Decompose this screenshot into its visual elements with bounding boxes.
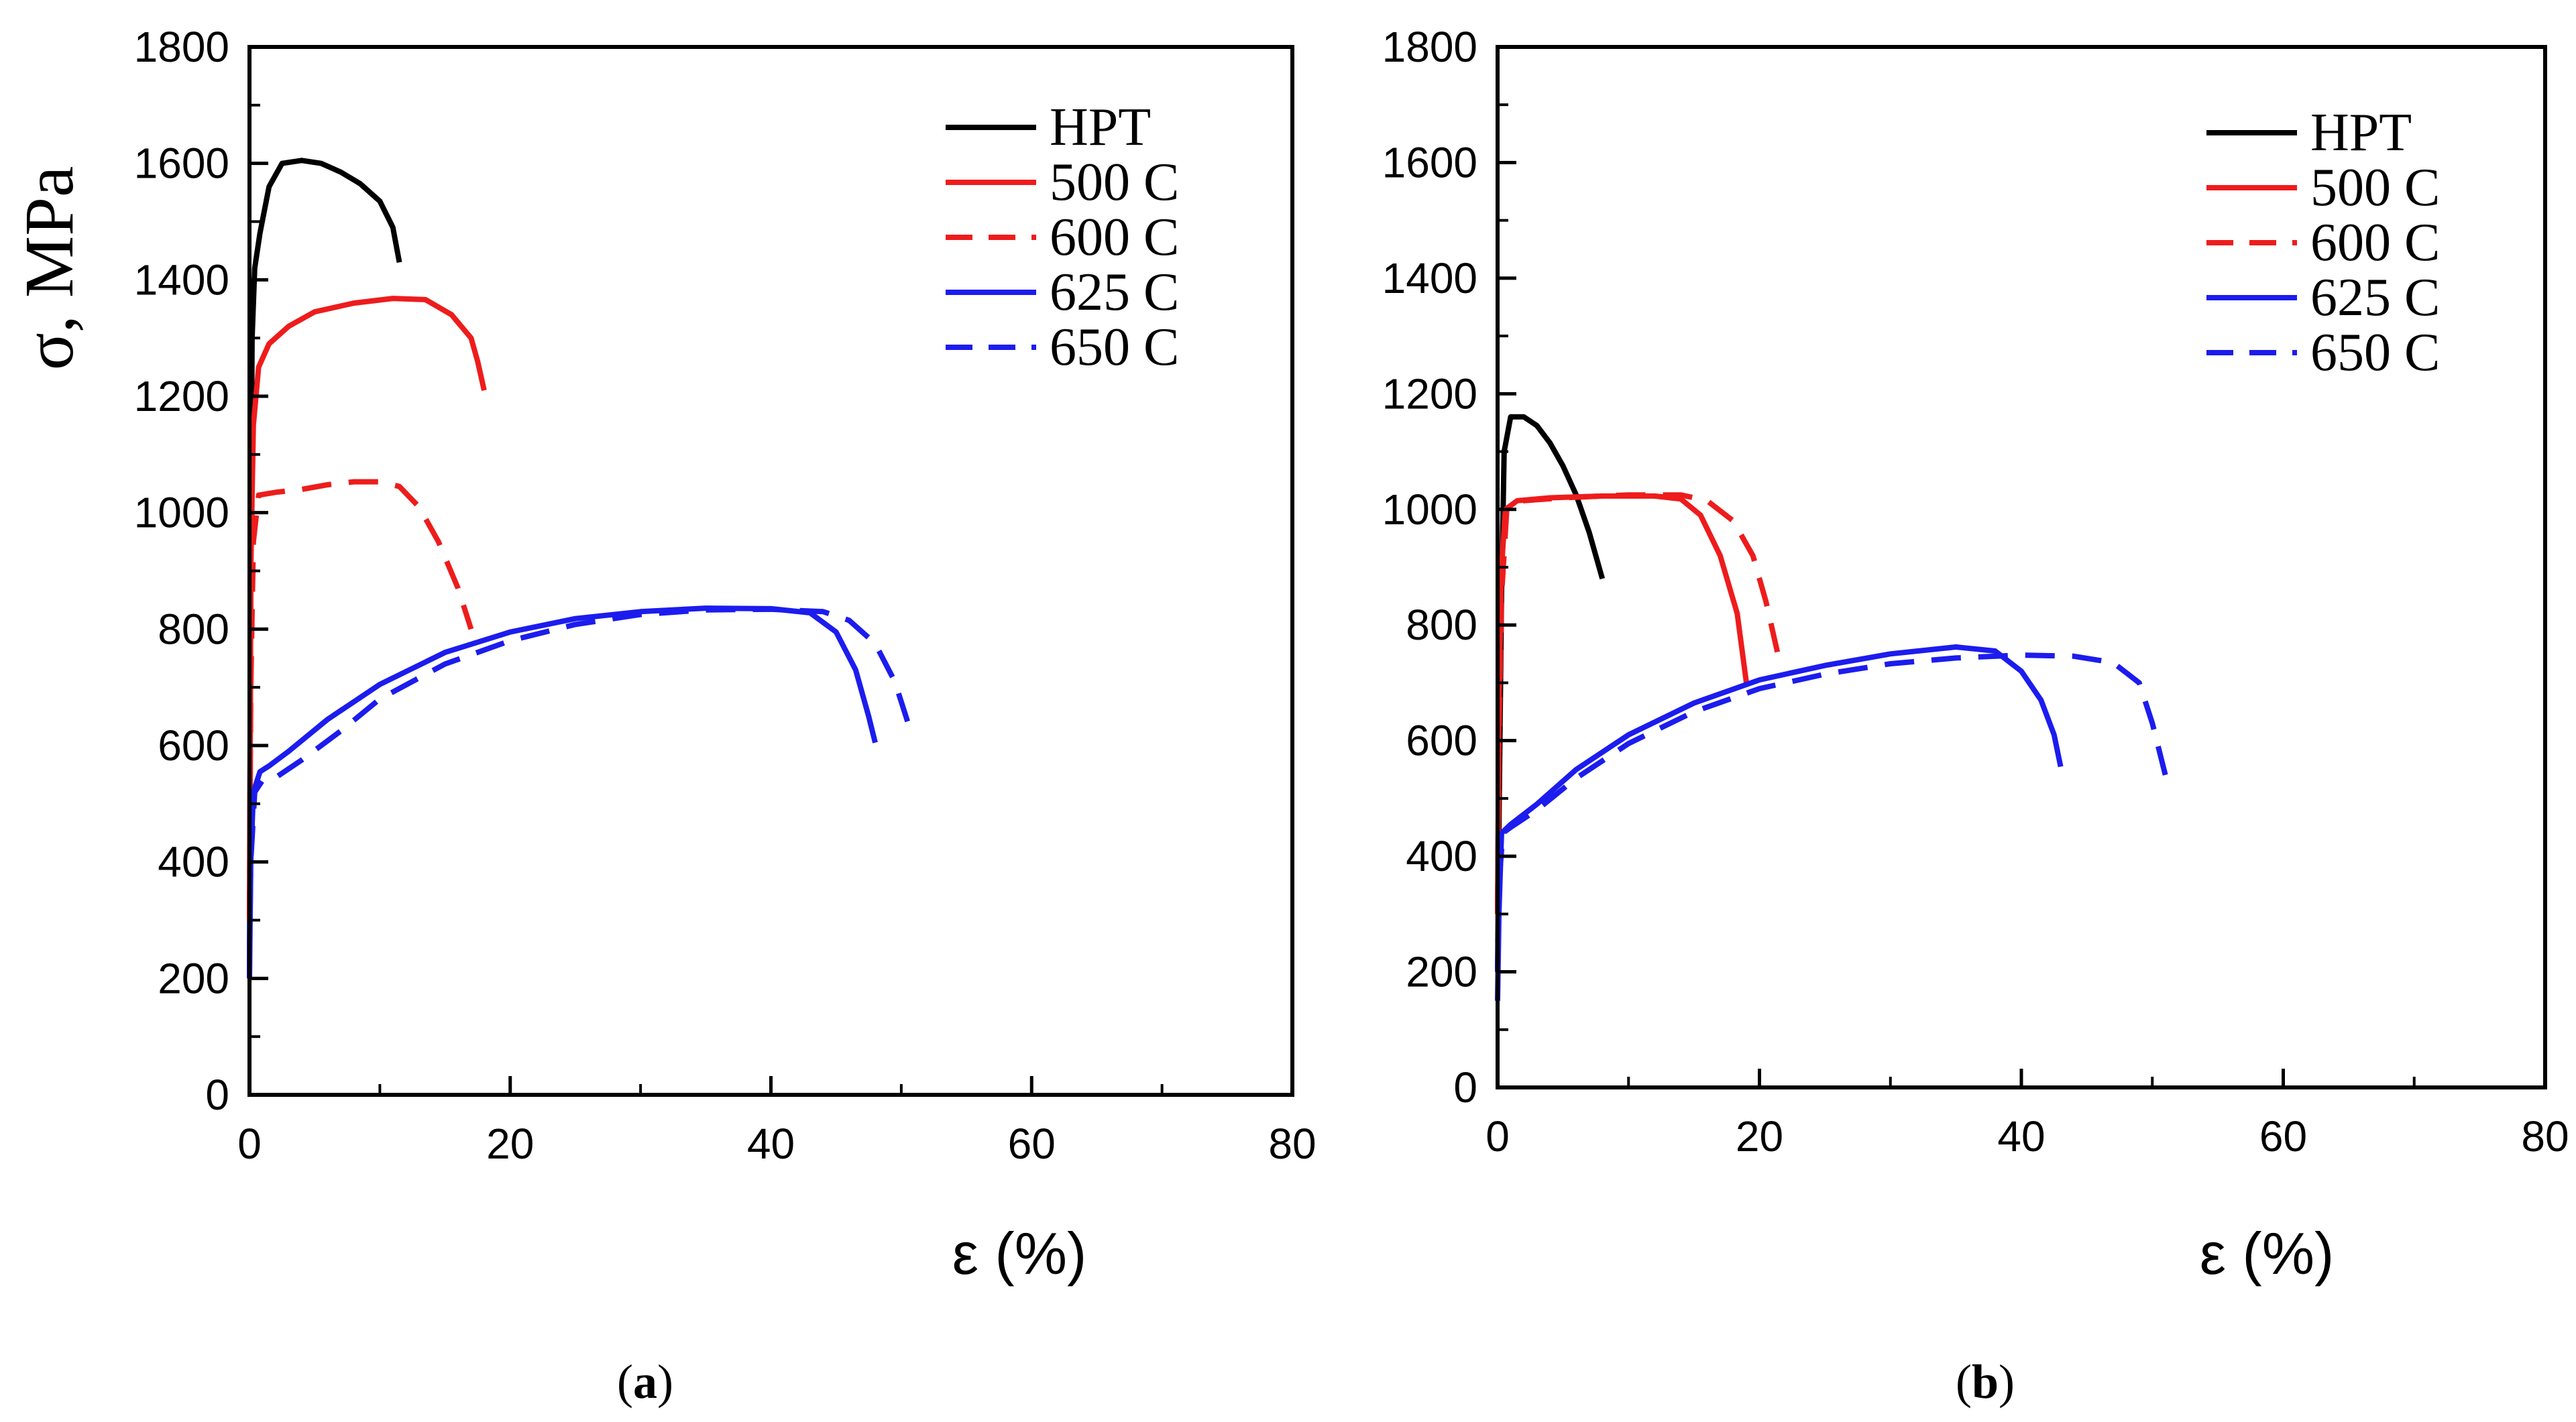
- panel-a-series-500-c: [247, 296, 487, 921]
- panel-b-y-tick-label: 0: [1453, 1063, 1477, 1112]
- panel-a-x-tick-label: 40: [747, 1120, 795, 1168]
- panel-a-y-tick-label: 1800: [134, 23, 229, 71]
- panel-b-x-tick-label: 80: [2521, 1112, 2569, 1161]
- panel-a-caption-letter: a: [633, 1355, 657, 1409]
- panel-a-series-625-c: [247, 605, 878, 979]
- panel-b-y-tick-label: 1200: [1382, 369, 1477, 418]
- panel-a-x-axis-title: ε (%): [952, 1220, 1087, 1287]
- panel-b: 0 200 400 600 800 1000 1200 1400 1600 1800 0 20 40 60…: [1382, 23, 2569, 1409]
- panel-a-legend-label: 500 C: [1050, 153, 1179, 212]
- panel-a-y-tick-label: 1600: [134, 139, 229, 188]
- panel-a-x-tick-label: 0: [237, 1120, 262, 1168]
- panel-a-legend-label: 625 C: [1050, 263, 1179, 322]
- panel-a-x-tick-label: 60: [1008, 1120, 1056, 1168]
- panel-b-legend-label: 625 C: [2310, 268, 2440, 327]
- panel-b-y-tick-label: 1800: [1382, 23, 1477, 71]
- panel-b-series-layer: [1495, 414, 2168, 1001]
- panel-a-legend-label: 650 C: [1050, 318, 1179, 377]
- panel-a-legend-label: HPT: [1050, 98, 1151, 157]
- panel-b-x-tick-label: 0: [1486, 1112, 1510, 1161]
- panel-a-series-layer: [247, 158, 911, 979]
- panel-b-x-axis-title: ε (%): [2200, 1220, 2335, 1287]
- panel-b-y-tick-label: 200: [1406, 948, 1477, 996]
- panel-b-legend-label: HPT: [2310, 103, 2412, 162]
- panel-b-ticks: 0 200 400 600 800 1000 1200 1400 1600 1800 0 20 40 60…: [1382, 23, 2569, 1161]
- panel-b-x-tick-label: 60: [2259, 1112, 2307, 1161]
- panel-b-y-tick-label: 800: [1406, 601, 1477, 649]
- panel-b-caption-letter: b: [1972, 1355, 1999, 1409]
- panel-b-y-tick-label: 400: [1406, 832, 1477, 880]
- panel-a-y-tick-label: 1000: [134, 489, 229, 537]
- panel-a-y-axis-title: σ, MPa: [11, 166, 88, 371]
- panel-b-y-tick-label: 1600: [1382, 138, 1477, 186]
- panel-a-series-600-c: [247, 479, 474, 921]
- panel-b-caption: (b): [1956, 1355, 2015, 1409]
- panel-a-y-tick-label: 400: [158, 838, 229, 886]
- panel-b-y-tick-label: 600: [1406, 717, 1477, 765]
- panel-b-x-tick-label: 40: [1997, 1112, 2045, 1161]
- panel-b-series-650-c: [1495, 652, 2168, 972]
- panel-b-x-tick-label: 20: [1736, 1112, 1783, 1161]
- panel-a-y-tick-label: 600: [158, 721, 229, 770]
- panel-a-series-650-c: [247, 606, 911, 949]
- panel-a-caption: (a): [617, 1355, 673, 1409]
- panel-b-legend-label: 600 C: [2310, 213, 2440, 272]
- panel-a-legend-label: 600 C: [1050, 208, 1179, 267]
- panel-b-y-tick-label: 1400: [1382, 254, 1477, 302]
- panel-a-y-tick-label: 1200: [134, 372, 229, 420]
- panel-a-y-tick-label: 200: [158, 954, 229, 1002]
- panel-b-legend-label: 500 C: [2310, 158, 2440, 217]
- panel-a-y-tick-label: 0: [205, 1071, 229, 1119]
- panel-b-legend-label: 650 C: [2310, 323, 2440, 382]
- panel-b-series-600-c: [1495, 492, 1782, 914]
- panel-a-series-hpt: [247, 158, 402, 979]
- panel-a-ticks: 0 200 400 600 800 1000 1200 1400 1600 1800 0 20 40 60…: [134, 23, 1317, 1168]
- panel-a: 0 200 400 600 800 1000 1200 1400 1600 1800 0 20 40 60…: [11, 23, 1317, 1409]
- panel-a-x-tick-label: 80: [1268, 1120, 1316, 1168]
- panel-a-y-tick-label: 1400: [134, 255, 229, 304]
- panel-a-y-tick-label: 800: [158, 605, 229, 653]
- panel-a-x-tick-label: 20: [486, 1120, 534, 1168]
- panel-b-y-tick-label: 1000: [1382, 485, 1477, 534]
